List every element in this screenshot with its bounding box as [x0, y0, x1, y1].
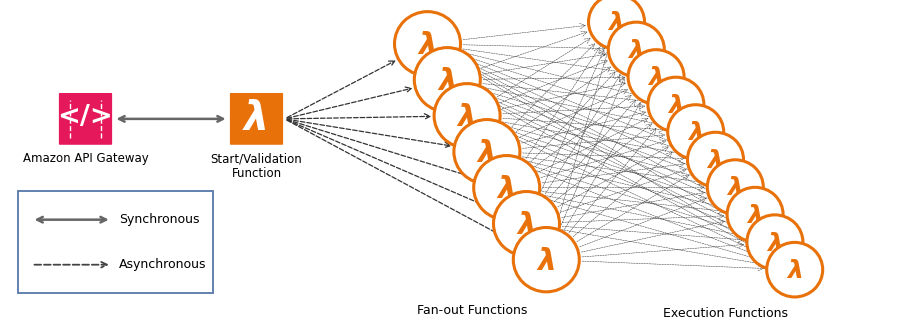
Circle shape	[628, 50, 684, 104]
Circle shape	[414, 48, 481, 112]
Circle shape	[608, 22, 664, 77]
Text: Amazon API Gateway: Amazon API Gateway	[22, 152, 148, 165]
Text: λ: λ	[498, 175, 516, 204]
Text: </>: </>	[58, 104, 113, 130]
Circle shape	[727, 187, 783, 242]
Text: λ: λ	[518, 211, 536, 240]
Circle shape	[747, 215, 803, 269]
FancyBboxPatch shape	[229, 91, 284, 146]
Text: λ: λ	[727, 177, 743, 200]
FancyBboxPatch shape	[58, 91, 113, 146]
Text: λ: λ	[458, 103, 476, 132]
Text: λ: λ	[648, 66, 664, 90]
Circle shape	[707, 160, 763, 214]
Text: Execution Functions: Execution Functions	[663, 307, 788, 320]
Circle shape	[493, 192, 560, 256]
Circle shape	[434, 83, 500, 148]
Text: λ: λ	[747, 204, 763, 228]
Text: Asynchronous: Asynchronous	[120, 258, 207, 271]
Text: λ: λ	[438, 67, 456, 96]
Text: Synchronous: Synchronous	[120, 213, 200, 226]
Circle shape	[513, 228, 580, 292]
Text: λ: λ	[608, 11, 625, 35]
Text: λ: λ	[707, 149, 724, 173]
Text: λ: λ	[787, 259, 803, 283]
Text: λ: λ	[537, 247, 555, 276]
Text: λ: λ	[668, 94, 684, 118]
Text: λ: λ	[244, 99, 269, 139]
Circle shape	[688, 132, 743, 187]
Text: λ: λ	[628, 39, 644, 63]
Text: λ: λ	[418, 31, 436, 60]
Text: Start/Validation
Function: Start/Validation Function	[211, 152, 302, 180]
Text: Fan-out Functions: Fan-out Functions	[417, 304, 527, 317]
Circle shape	[668, 105, 724, 159]
FancyBboxPatch shape	[18, 191, 213, 293]
Circle shape	[767, 242, 823, 297]
Text: λ: λ	[767, 231, 783, 256]
Circle shape	[394, 12, 461, 76]
Circle shape	[454, 119, 520, 184]
Circle shape	[589, 0, 644, 49]
Circle shape	[473, 156, 540, 220]
Circle shape	[648, 77, 704, 132]
Text: λ: λ	[478, 139, 496, 168]
Text: λ: λ	[688, 121, 704, 145]
